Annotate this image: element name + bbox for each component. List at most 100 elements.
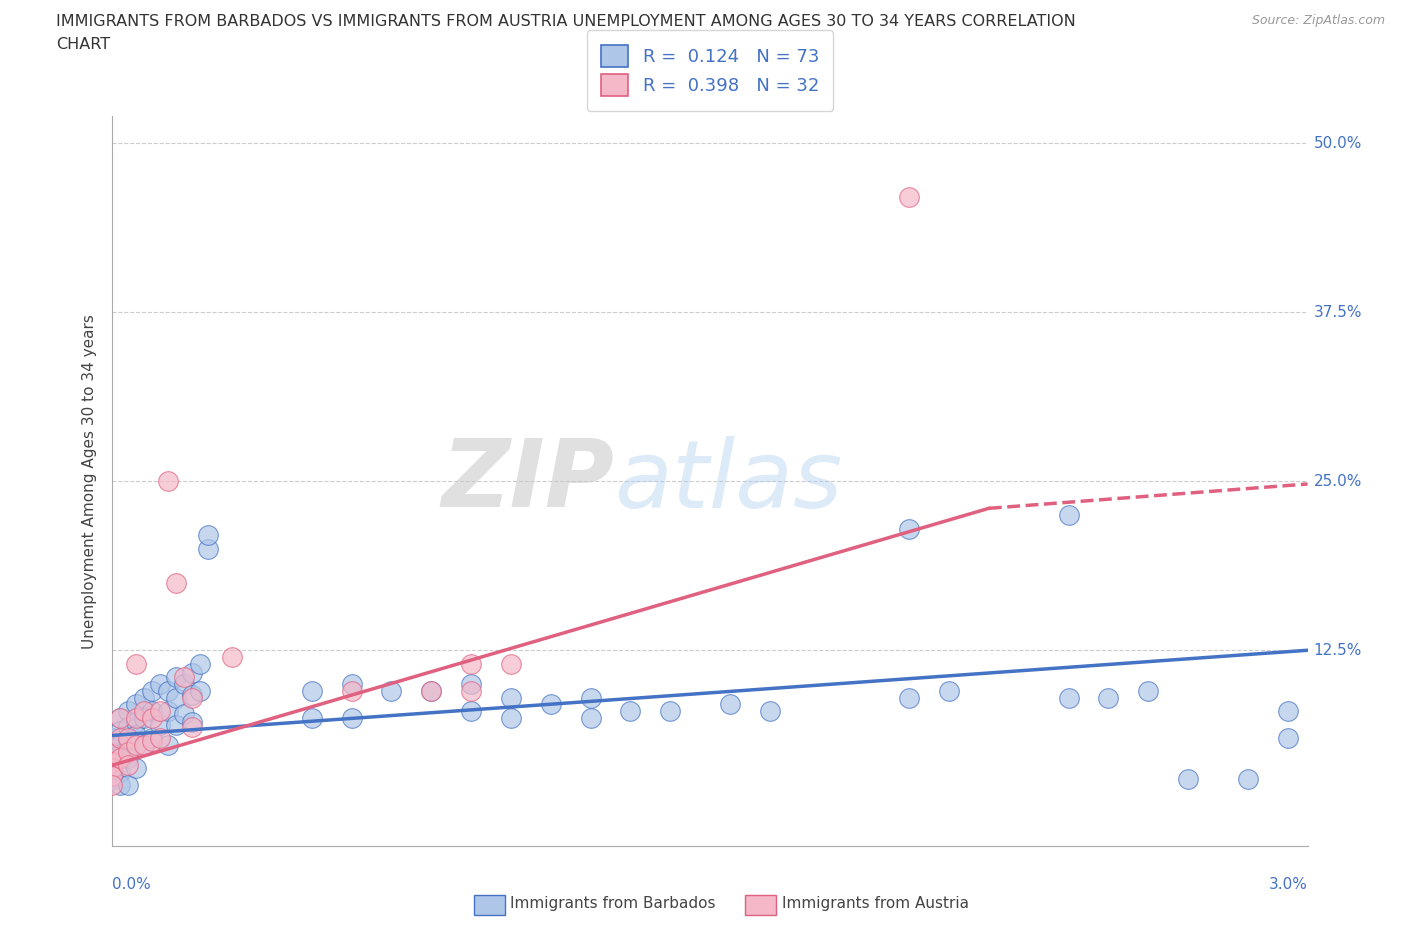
Point	[165, 670, 187, 684]
Point	[499, 690, 522, 705]
Point	[165, 576, 187, 591]
Point	[540, 697, 562, 711]
Point	[110, 751, 132, 766]
Point	[110, 778, 132, 793]
Point	[898, 690, 921, 705]
Text: CHART: CHART	[56, 37, 110, 52]
Point	[301, 711, 323, 725]
Point	[117, 744, 139, 759]
Point	[110, 747, 132, 762]
Point	[898, 521, 921, 536]
Point	[579, 711, 602, 725]
Point	[125, 737, 148, 752]
Point	[460, 657, 482, 671]
Point	[181, 690, 204, 705]
Point	[125, 714, 148, 729]
Point	[134, 690, 156, 705]
Point	[101, 731, 124, 746]
Point	[157, 474, 180, 489]
Point	[1277, 704, 1299, 719]
Point	[110, 711, 132, 725]
Point	[157, 684, 180, 698]
Point	[460, 704, 482, 719]
Point	[141, 731, 163, 746]
Point	[134, 737, 156, 752]
Point	[101, 771, 124, 786]
Point	[125, 728, 148, 743]
Point	[173, 677, 195, 692]
Point	[188, 657, 211, 671]
Point	[173, 670, 195, 684]
Point	[134, 711, 156, 725]
Y-axis label: Unemployment Among Ages 30 to 34 years: Unemployment Among Ages 30 to 34 years	[82, 313, 97, 649]
Point	[197, 528, 219, 543]
Point	[157, 737, 180, 752]
Point	[188, 684, 211, 698]
Point	[898, 190, 921, 205]
Point	[110, 764, 132, 779]
Point	[117, 731, 139, 746]
Point	[499, 657, 522, 671]
Point	[141, 684, 163, 698]
Point	[1137, 684, 1160, 698]
Point	[125, 697, 148, 711]
Text: 12.5%: 12.5%	[1313, 643, 1362, 658]
Point	[101, 758, 124, 773]
Point	[619, 704, 641, 719]
Point	[125, 761, 148, 776]
Point	[101, 755, 124, 770]
Text: atlas: atlas	[614, 436, 842, 526]
Point	[197, 541, 219, 556]
Point	[165, 717, 187, 732]
Point	[181, 666, 204, 681]
Point	[149, 704, 172, 719]
Point	[499, 711, 522, 725]
Point	[420, 684, 443, 698]
Point	[117, 778, 139, 793]
Point	[460, 684, 482, 698]
Point	[134, 737, 156, 752]
Point	[420, 684, 443, 698]
Text: 3.0%: 3.0%	[1268, 877, 1308, 892]
Text: 25.0%: 25.0%	[1313, 473, 1362, 489]
Point	[1277, 731, 1299, 746]
Point	[101, 778, 124, 793]
Text: Immigrants from Austria: Immigrants from Austria	[782, 897, 969, 911]
Point	[149, 731, 172, 746]
Point	[340, 684, 363, 698]
Text: 37.5%: 37.5%	[1313, 305, 1362, 320]
Point	[101, 761, 124, 776]
Text: Source: ZipAtlas.com: Source: ZipAtlas.com	[1251, 14, 1385, 27]
Point	[181, 687, 204, 702]
Point	[1237, 771, 1260, 786]
Point	[101, 751, 124, 766]
Point	[380, 684, 402, 698]
Point	[173, 707, 195, 722]
Point	[157, 704, 180, 719]
Point	[938, 684, 960, 698]
Point	[117, 720, 139, 735]
Point	[659, 704, 682, 719]
Text: 0.0%: 0.0%	[112, 877, 152, 892]
Point	[579, 690, 602, 705]
Point	[141, 704, 163, 719]
Legend: R =  0.124   N = 73, R =  0.398   N = 32: R = 0.124 N = 73, R = 0.398 N = 32	[586, 31, 834, 111]
Point	[1057, 690, 1080, 705]
Point	[149, 677, 172, 692]
Point	[110, 755, 132, 770]
Point	[221, 649, 243, 664]
Point	[141, 711, 163, 725]
Text: 50.0%: 50.0%	[1313, 136, 1362, 151]
Point	[759, 704, 782, 719]
Point	[117, 704, 139, 719]
Point	[110, 737, 132, 752]
Point	[101, 764, 124, 779]
Point	[340, 711, 363, 725]
Point	[117, 751, 139, 766]
Point	[134, 704, 156, 719]
Point	[1177, 771, 1199, 786]
Text: Immigrants from Barbados: Immigrants from Barbados	[510, 897, 716, 911]
Point	[165, 690, 187, 705]
Point	[301, 684, 323, 698]
Point	[149, 717, 172, 732]
